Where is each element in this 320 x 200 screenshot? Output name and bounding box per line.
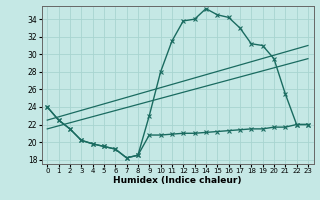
- X-axis label: Humidex (Indice chaleur): Humidex (Indice chaleur): [113, 176, 242, 185]
